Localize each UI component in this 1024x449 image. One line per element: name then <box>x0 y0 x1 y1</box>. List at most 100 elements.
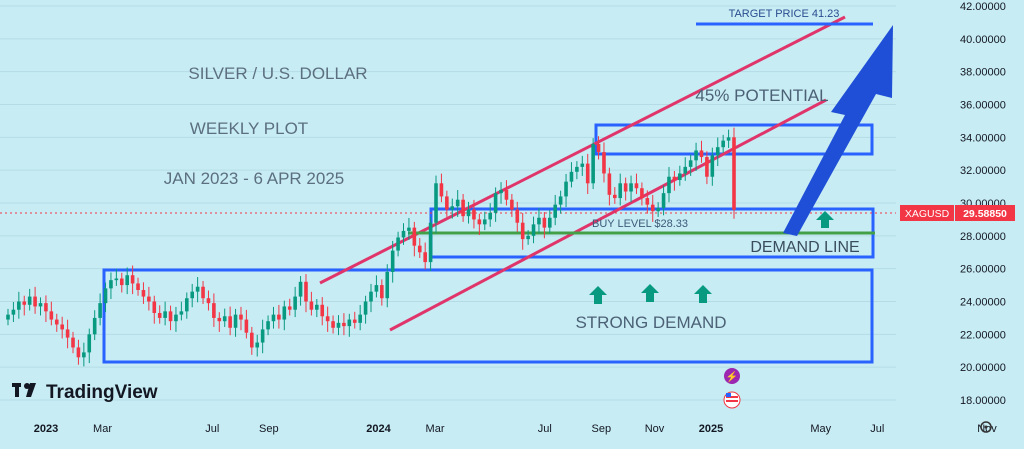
candle <box>49 301 54 326</box>
candle-body <box>553 204 558 218</box>
candle <box>699 140 704 163</box>
y-tick-label: 18.00000 <box>960 395 1006 407</box>
candle-body <box>228 316 232 328</box>
candle <box>358 304 362 331</box>
candle-body <box>17 301 21 310</box>
small-up-arrow <box>589 286 607 304</box>
candle-body <box>678 173 682 181</box>
candle-body <box>488 212 492 220</box>
small-up-arrow <box>641 284 659 302</box>
candle <box>493 187 498 222</box>
candle <box>325 306 330 332</box>
tradingview-logo: TradingView <box>12 382 158 403</box>
candle-body <box>623 183 628 192</box>
candle <box>580 155 585 176</box>
candle-body <box>396 237 400 251</box>
candle <box>623 177 628 201</box>
brand-name: TradingView <box>46 382 158 403</box>
candle-body <box>732 137 736 210</box>
y-tick-label: 36.00000 <box>960 100 1006 112</box>
candle-body <box>504 189 509 200</box>
candle-body <box>710 155 715 177</box>
channel-upper-line <box>319 15 846 285</box>
y-tick-label: 28.00000 <box>960 231 1006 243</box>
candle-body <box>174 314 178 322</box>
candle <box>92 310 97 341</box>
candle <box>304 274 308 313</box>
candle-body <box>531 224 536 236</box>
candle-body <box>304 281 308 302</box>
candle <box>60 316 64 339</box>
event-icon[interactable]: ⚡ <box>724 368 740 384</box>
candle <box>515 201 520 232</box>
symbol-label: XAGUSD <box>905 208 950 220</box>
candle <box>401 223 406 245</box>
candle-body <box>119 278 124 286</box>
candle-body <box>672 176 677 181</box>
candle <box>179 301 184 321</box>
candle <box>553 194 558 226</box>
candle <box>445 190 449 217</box>
candle <box>206 290 211 311</box>
candle <box>250 326 254 355</box>
candle-body <box>71 337 75 348</box>
candle-body <box>374 285 379 292</box>
candle-body <box>715 147 720 156</box>
candle-body <box>515 209 520 223</box>
candlestick-series <box>6 127 736 367</box>
y-tick-label: 40.00000 <box>960 34 1006 46</box>
candle <box>374 275 379 298</box>
candle <box>141 282 146 304</box>
candle <box>6 308 10 326</box>
candle-body <box>152 301 157 313</box>
chart-title-line-3: JAN 2023 - 6 APR 2025 <box>164 169 345 188</box>
candle-body <box>239 314 243 320</box>
candle <box>396 231 400 257</box>
candle-body <box>493 193 498 213</box>
candle <box>596 136 601 160</box>
candle <box>585 153 590 194</box>
svg-text:⚡: ⚡ <box>726 370 738 383</box>
candle-body <box>352 319 357 323</box>
candle-body <box>445 196 449 210</box>
time-axis[interactable]: 2023 Mar Jul Sep 2024 Mar Jul Sep Nov 2025 May Jul N… <box>34 423 997 435</box>
y-tick-label: 34.00000 <box>960 132 1006 144</box>
candle-body <box>250 332 254 348</box>
candle <box>82 342 86 367</box>
candle <box>266 315 270 336</box>
candle <box>423 242 427 270</box>
candle-body <box>417 245 422 253</box>
y-tick-label: 32.00000 <box>960 165 1006 177</box>
price-axis[interactable]: 42.00000 40.00000 38.00000 36.00000 34.00000… <box>960 1 1006 407</box>
x-tick-label: Jul <box>870 423 884 435</box>
candle <box>54 313 59 332</box>
candle-body <box>49 311 54 320</box>
candle-body <box>163 311 167 318</box>
x-tick-label: Nov <box>977 423 997 435</box>
candle-body <box>347 319 352 327</box>
flag-icon[interactable] <box>723 391 741 409</box>
candle <box>342 313 346 336</box>
candle <box>531 216 536 244</box>
candle-body <box>661 193 666 208</box>
candle-body <box>109 280 113 289</box>
strong-demand-zone <box>102 268 874 364</box>
candle <box>44 295 48 323</box>
candle-body <box>27 296 32 305</box>
x-tick-label: Sep <box>259 423 279 435</box>
buy-level-label: BUY LEVEL $28.33 <box>592 218 688 230</box>
candle <box>71 331 75 354</box>
candle-body <box>472 209 476 220</box>
candle-body <box>65 329 70 338</box>
candle <box>542 212 547 239</box>
candle <box>705 151 709 185</box>
candle <box>715 137 720 167</box>
candle-body <box>293 296 297 310</box>
candle <box>575 161 579 180</box>
candle <box>656 202 660 217</box>
settings-icon[interactable] <box>980 421 992 433</box>
candle-body <box>358 314 362 323</box>
candle <box>547 210 552 234</box>
y-tick-label: 20.00000 <box>960 362 1006 374</box>
